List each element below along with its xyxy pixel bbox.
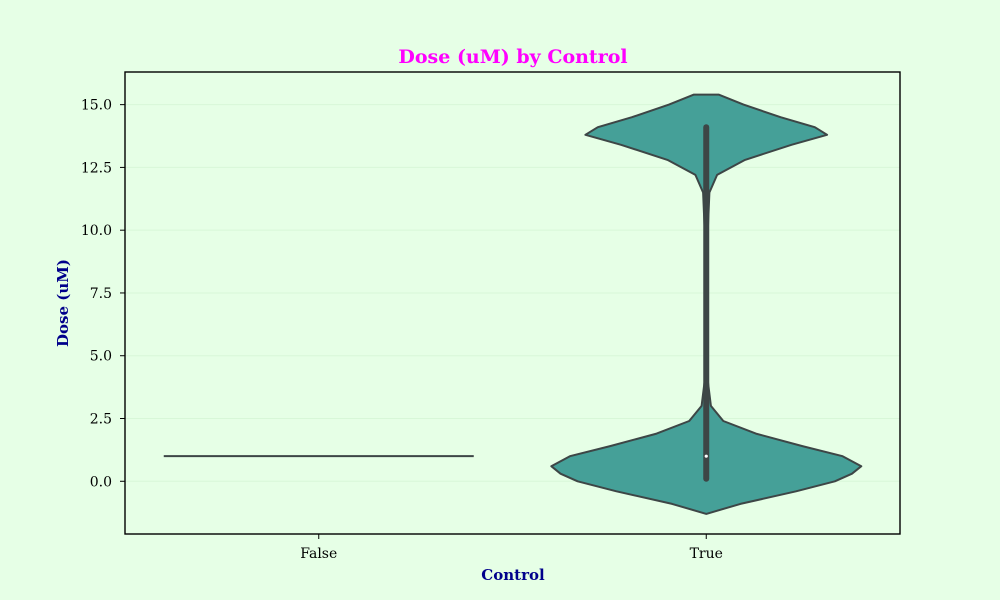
x-tick-label: True (690, 546, 723, 562)
grid (125, 104, 900, 482)
y-tick-label: 2.5 (90, 412, 112, 428)
violin-median-dot (704, 454, 708, 458)
chart-title: Dose (uM) by Control (398, 46, 627, 68)
plot-frame (124, 71, 901, 535)
y-tick-label: 10.0 (81, 223, 112, 239)
y-tick-label: 0.0 (90, 474, 112, 490)
x-axis: False True (300, 534, 723, 562)
violins (163, 93, 863, 515)
y-tick-label: 7.5 (90, 286, 112, 302)
y-axis-label: Dose (uM) (54, 259, 72, 347)
y-axis: 0.0 2.5 5.0 7.5 10.0 12.5 15.0 (81, 98, 125, 490)
x-tick-label: False (300, 546, 337, 562)
y-tick-label: 15.0 (81, 98, 112, 114)
y-tick-label: 5.0 (90, 349, 112, 365)
y-tick-label: 12.5 (81, 160, 112, 176)
x-axis-label: Control (481, 566, 545, 584)
